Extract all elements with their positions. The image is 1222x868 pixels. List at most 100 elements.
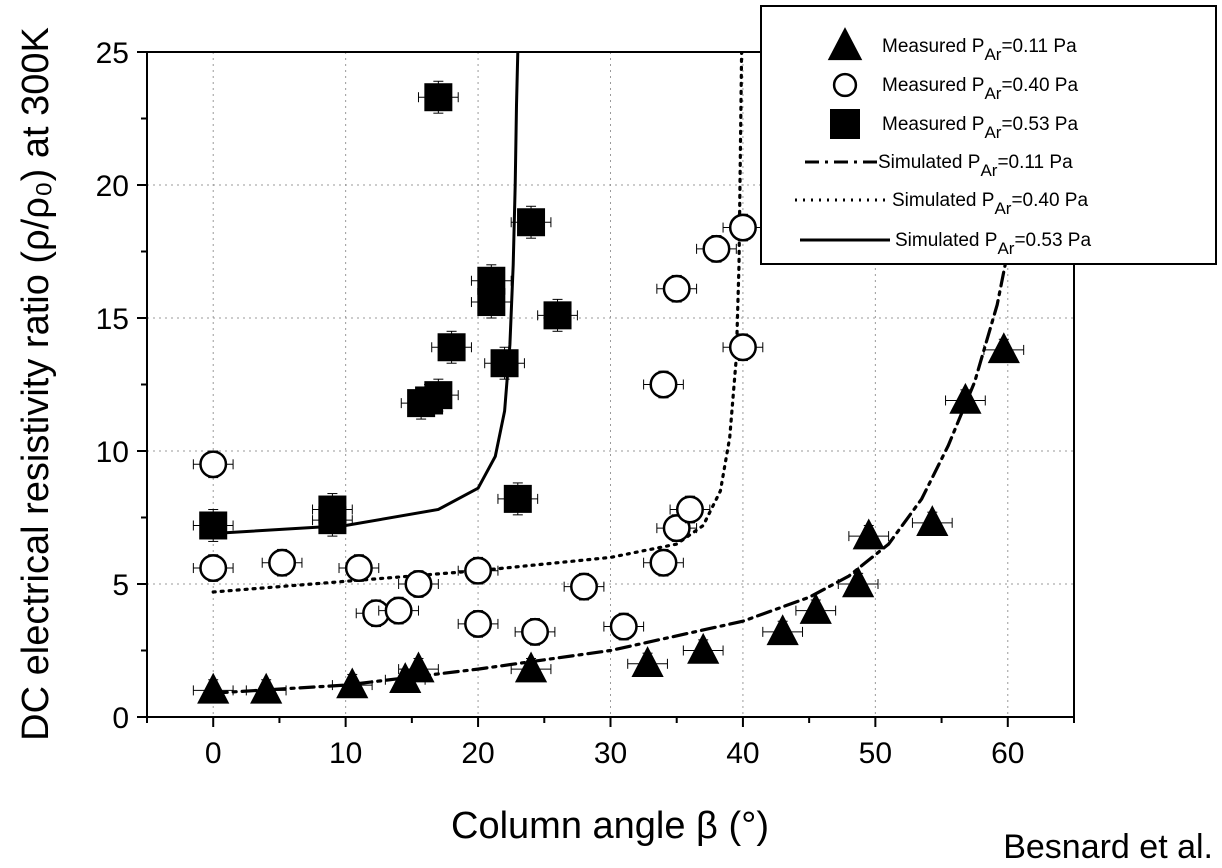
triangle-point: [192, 672, 234, 704]
square-marker: [424, 381, 453, 410]
triangle-point: [911, 505, 953, 537]
circle-marker: [521, 617, 549, 646]
y-tick-label: 20: [96, 170, 129, 203]
circle-point: [457, 609, 499, 638]
square-point: [312, 503, 353, 537]
circle-marker: [268, 548, 297, 577]
triangle-point: [682, 632, 724, 664]
circle-point: [261, 548, 303, 577]
triangle-marker: [987, 332, 1020, 364]
triangle-point: [945, 382, 986, 414]
triangle-marker: [197, 672, 230, 704]
circle-marker: [199, 450, 228, 479]
y-tick-label: 15: [96, 303, 129, 336]
circle-point: [669, 495, 711, 524]
square-marker: [199, 511, 228, 540]
triangle-point: [398, 651, 439, 683]
circle-point: [192, 554, 234, 583]
square-marker: [318, 506, 347, 535]
circle-point: [643, 548, 684, 577]
circle-point: [656, 274, 698, 303]
legend-label: Measured PAr=0.11 Pa: [882, 36, 1077, 64]
circle-marker: [675, 495, 704, 524]
triangle-marker: [631, 646, 664, 678]
circle-point: [457, 556, 499, 585]
x-tick-label: 60: [991, 737, 1024, 770]
credit-text: Besnard et al.: [1003, 828, 1213, 866]
triangle-marker: [514, 651, 548, 683]
measured-points: [192, 80, 1025, 704]
circle-point: [643, 370, 684, 399]
circle-point: [378, 596, 419, 625]
circle-point: [656, 514, 698, 543]
triangle-marker: [402, 651, 435, 683]
circle-marker: [404, 570, 433, 598]
square-marker: [830, 109, 860, 139]
x-tick-label: 40: [726, 737, 759, 770]
circle-marker: [832, 72, 858, 98]
legend-entry: Measured PAr=0.11 Pa: [827, 27, 1077, 64]
square-point: [417, 378, 459, 412]
triangle-point: [331, 667, 373, 699]
x-tick-label: 30: [594, 737, 627, 770]
y-tick-label: 5: [112, 569, 129, 602]
circle-marker: [662, 514, 691, 543]
legend: Measured PAr=0.11 Pa Measured PAr=0.40 Pa…: [760, 5, 1217, 265]
legend-entry: Measured PAr=0.40 Pa: [832, 72, 1078, 103]
circle-point: [514, 617, 556, 646]
y-tick-label: 10: [96, 436, 129, 469]
axis-ticks: 0 10 20 30 40 50 60 0 5 10 15 20 25: [96, 37, 1075, 770]
square-point: [537, 298, 578, 332]
legend-entry: Simulated PAr=0.53 Pa: [800, 230, 1091, 258]
triangle-marker: [916, 505, 949, 537]
triangle-marker: [250, 672, 283, 704]
circle-point: [338, 554, 380, 583]
triangle-point: [795, 592, 837, 624]
circle-point: [722, 213, 764, 242]
legend-entry: Measured PAr=0.53 Pa: [830, 109, 1078, 142]
square-marker: [503, 484, 532, 513]
grid-lines: [147, 52, 1074, 717]
x-tick-label: 50: [859, 737, 892, 770]
x-axis-title: Column angle β (°): [451, 805, 769, 847]
square-marker: [517, 208, 546, 237]
circle-point: [696, 234, 737, 263]
triangle-marker: [766, 614, 799, 646]
legend-label: Simulated PAr=0.53 Pa: [895, 230, 1091, 258]
square-point: [431, 330, 472, 364]
square-point: [192, 509, 234, 542]
y-tick-label: 25: [96, 37, 129, 70]
triangle-point: [848, 518, 890, 550]
triangle-point: [983, 332, 1025, 364]
square-marker: [424, 83, 453, 112]
circle-marker: [344, 554, 373, 583]
circle-marker: [199, 554, 228, 583]
triangle-marker: [842, 566, 875, 598]
legend-label: Measured PAr=0.53 Pa: [882, 114, 1078, 142]
circle-marker: [609, 612, 638, 641]
circle-point: [603, 612, 645, 641]
triangle-marker: [687, 632, 720, 664]
triangle-marker: [336, 667, 369, 699]
circle-marker: [728, 213, 757, 242]
simulated-curve: [211, 52, 744, 594]
legend-label: Simulated PAr=0.40 Pa: [892, 190, 1088, 218]
triangle-marker: [949, 382, 982, 414]
square-marker: [437, 333, 466, 362]
triangle-point: [762, 614, 804, 646]
triangle-point: [510, 651, 552, 683]
square-marker: [543, 301, 572, 330]
x-tick-label: 0: [205, 737, 222, 770]
triangle-point: [837, 566, 879, 598]
circle-marker: [384, 596, 413, 625]
simulated-curve: [211, 52, 520, 535]
circle-marker: [649, 370, 678, 399]
square-point: [497, 482, 539, 516]
circle-point: [398, 570, 439, 598]
circle-marker: [464, 609, 493, 638]
circle-marker: [662, 274, 691, 303]
square-point: [484, 346, 525, 380]
legend-label: Simulated PAr=0.11 Pa: [878, 152, 1073, 180]
triangle-point: [245, 672, 287, 704]
